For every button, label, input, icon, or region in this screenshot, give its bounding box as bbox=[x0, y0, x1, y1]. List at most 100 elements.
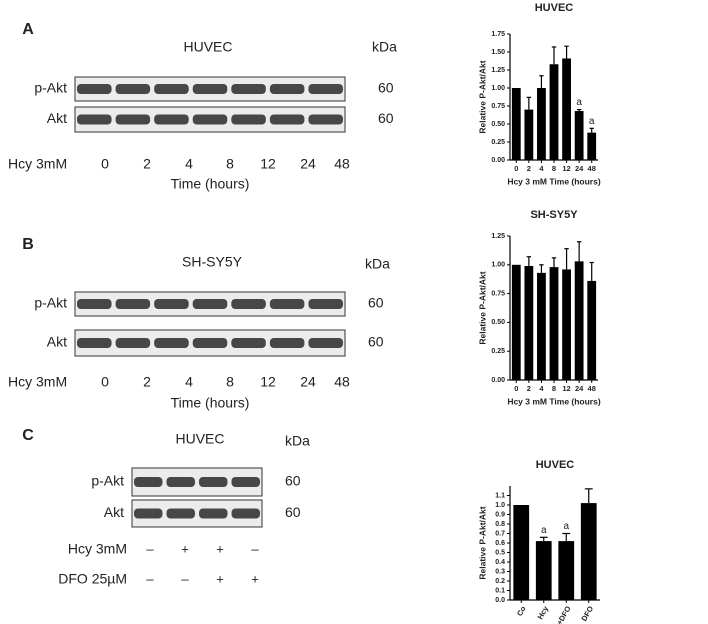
blot-band bbox=[77, 299, 112, 309]
x-axis-label: Hcy 3 mM Time (hours) bbox=[507, 176, 601, 186]
bar bbox=[558, 541, 575, 600]
blot-band bbox=[115, 338, 151, 348]
row-label: p-Akt bbox=[34, 295, 67, 311]
x-tick-label: 12 bbox=[562, 384, 570, 393]
condition-mark: – bbox=[146, 541, 154, 556]
panel-letter: B bbox=[22, 236, 34, 253]
y-tick-label: 1.25 bbox=[491, 233, 505, 240]
blot-band bbox=[154, 114, 189, 125]
blot-band bbox=[77, 114, 112, 125]
y-tick-label: 0.7 bbox=[495, 530, 505, 537]
blot-unit: kDa bbox=[285, 433, 310, 449]
lane-label: 48 bbox=[334, 374, 350, 390]
lane-label: 4 bbox=[185, 156, 193, 172]
y-tick-label: 0.00 bbox=[491, 157, 505, 164]
size-label: 60 bbox=[368, 295, 384, 311]
size-label: 60 bbox=[378, 110, 394, 126]
condition-mark: – bbox=[146, 571, 154, 586]
lane-label: 12 bbox=[260, 156, 276, 172]
lane-label: 8 bbox=[226, 374, 234, 390]
x-tick-label: 48 bbox=[588, 384, 596, 393]
y-tick-label: 0.8 bbox=[495, 521, 505, 528]
y-tick-label: 1.0 bbox=[495, 502, 505, 509]
x-tick-label: 8 bbox=[552, 384, 556, 393]
blot-band bbox=[166, 477, 195, 487]
bar bbox=[537, 88, 546, 160]
y-tick-label: 0.3 bbox=[495, 568, 505, 575]
blot-band bbox=[134, 477, 163, 487]
blot-band bbox=[192, 114, 228, 125]
bar bbox=[587, 280, 597, 380]
blot-unit: kDa bbox=[365, 256, 390, 272]
condition-mark: + bbox=[251, 571, 259, 586]
blot-band bbox=[115, 299, 151, 309]
bar bbox=[535, 541, 552, 600]
blot-band bbox=[269, 299, 305, 309]
blot-band bbox=[77, 84, 112, 94]
condition-mark: + bbox=[181, 541, 189, 556]
y-tick-label: 0.25 bbox=[491, 139, 505, 146]
chart-title: SH-SY5Y bbox=[530, 209, 578, 221]
blot-band bbox=[166, 508, 195, 519]
x-tick-label: 12 bbox=[562, 164, 570, 173]
lane-label: 0 bbox=[101, 374, 109, 390]
annotation: a bbox=[589, 116, 595, 127]
bar bbox=[562, 269, 571, 380]
lane-label: 24 bbox=[300, 156, 316, 172]
blot-title: HUVEC bbox=[183, 39, 232, 55]
bar bbox=[580, 503, 597, 600]
x-tick-label: 2 bbox=[527, 164, 531, 173]
row-label: Akt bbox=[47, 110, 67, 126]
x-tick-label: 24 bbox=[575, 384, 584, 393]
blot-band bbox=[199, 508, 228, 519]
blot-band bbox=[192, 84, 228, 94]
condition-mark: + bbox=[216, 571, 224, 586]
blot-band bbox=[192, 338, 228, 348]
y-tick-label: 0.6 bbox=[495, 540, 505, 547]
condition-label: Hcy 3mM bbox=[68, 541, 127, 557]
panel-letter: C bbox=[22, 427, 34, 444]
y-tick-label: 0.00 bbox=[491, 377, 505, 384]
bar bbox=[513, 505, 530, 600]
bar bbox=[537, 272, 546, 380]
bar bbox=[524, 109, 534, 160]
y-axis-label: Relative P-Akt/Akt bbox=[477, 271, 487, 344]
blot-title: SH-SY5Y bbox=[182, 254, 243, 270]
x-axis-label: Hcy 3 mM Time (hours) bbox=[507, 396, 601, 406]
annotation: a bbox=[541, 525, 547, 536]
x-tick-label: 4 bbox=[539, 164, 544, 173]
blot-band bbox=[231, 299, 266, 309]
y-tick-label: 0.50 bbox=[491, 319, 505, 326]
y-tick-label: 0.0 bbox=[495, 597, 505, 604]
y-tick-label: 1.00 bbox=[491, 85, 505, 92]
blot-band bbox=[308, 84, 343, 94]
lane-label: 8 bbox=[226, 156, 234, 172]
lane-label: 0 bbox=[101, 156, 109, 172]
blot-band bbox=[231, 477, 260, 487]
blot-band bbox=[269, 338, 305, 348]
bar bbox=[524, 265, 534, 380]
x-tick-label: 8 bbox=[552, 164, 556, 173]
blot-band bbox=[154, 299, 189, 309]
blot-band bbox=[192, 299, 228, 309]
y-tick-label: 1.75 bbox=[491, 31, 505, 38]
y-tick-label: 1.25 bbox=[491, 67, 505, 74]
x-tick-label: DFO bbox=[579, 604, 595, 622]
y-tick-label: 0.75 bbox=[491, 103, 505, 110]
bar bbox=[549, 64, 559, 160]
lane-label: 2 bbox=[143, 156, 151, 172]
blot-unit: kDa bbox=[372, 39, 397, 55]
blot-band bbox=[154, 338, 189, 348]
size-label: 60 bbox=[285, 473, 301, 489]
lane-label: 2 bbox=[143, 374, 151, 390]
blot-x-label: Time (hours) bbox=[171, 395, 250, 411]
chart-title: HUVEC bbox=[536, 459, 575, 471]
annotation: a bbox=[563, 521, 569, 532]
blot-band bbox=[231, 114, 266, 125]
x-tick-label: Co bbox=[515, 604, 528, 618]
y-tick-label: 0.1 bbox=[495, 587, 505, 594]
y-tick-label: 0.5 bbox=[495, 549, 505, 556]
y-axis-label: Relative P-Akt/Akt bbox=[477, 506, 487, 579]
blot-band bbox=[77, 338, 112, 348]
